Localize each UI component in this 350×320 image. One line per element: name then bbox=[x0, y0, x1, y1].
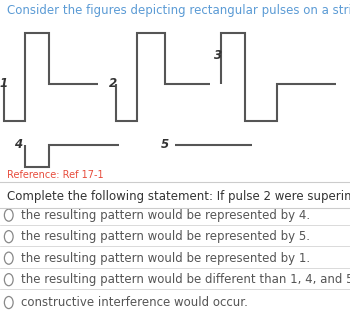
Text: Consider the figures depicting rectangular pulses on a string.: Consider the figures depicting rectangul… bbox=[7, 4, 350, 17]
Text: the resulting pattern would be represented by 1.: the resulting pattern would be represent… bbox=[21, 252, 310, 265]
Text: Complete the following statement: If pulse 2 were superimposed on pulse 3,: Complete the following statement: If pul… bbox=[7, 190, 350, 203]
Text: the resulting pattern would be represented by 4.: the resulting pattern would be represent… bbox=[21, 209, 310, 222]
Text: the resulting pattern would be different than 1, 4, and 5.: the resulting pattern would be different… bbox=[21, 273, 350, 286]
Text: 2: 2 bbox=[108, 77, 117, 90]
Text: 3: 3 bbox=[214, 49, 222, 62]
Text: constructive interference would occur.: constructive interference would occur. bbox=[21, 296, 248, 309]
Text: 1: 1 bbox=[0, 77, 8, 90]
Text: Reference: Ref 17-1: Reference: Ref 17-1 bbox=[7, 170, 104, 180]
Text: 4: 4 bbox=[14, 138, 22, 151]
Text: 5: 5 bbox=[161, 138, 169, 151]
Text: the resulting pattern would be represented by 5.: the resulting pattern would be represent… bbox=[21, 230, 310, 243]
